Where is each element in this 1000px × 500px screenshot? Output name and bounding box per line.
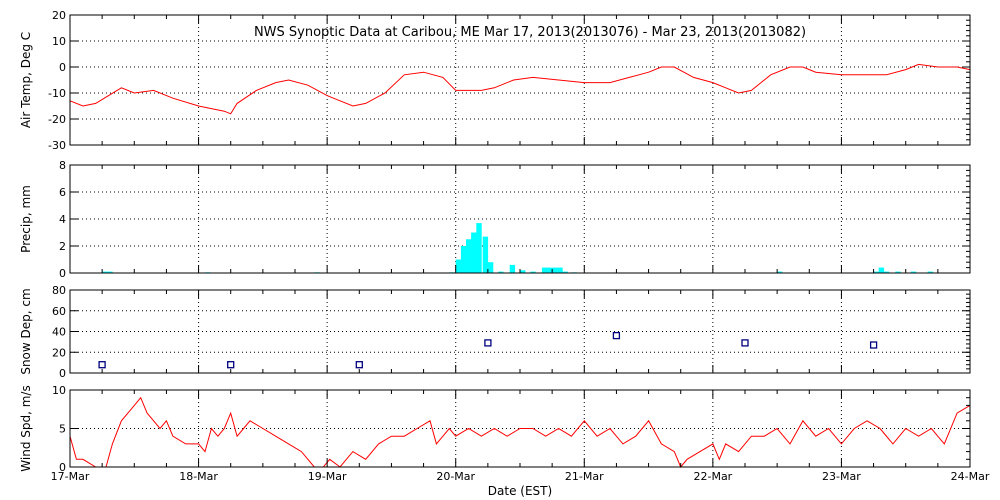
precip-bar [777,271,783,273]
y-tick-label: 0 [59,367,66,380]
x-tick-label: 18-Mar [179,470,218,483]
panel-wind: 10 5 0 Wind Spd, m/s [19,384,971,474]
y-tick-label: 5 [59,423,66,436]
precip-bar [552,267,558,273]
panel-temp: 20 10 0 -10 -20 -30 Air Temp, Deg C [19,9,971,152]
precip-bar [873,271,879,273]
y-tick-label: -20 [48,113,66,126]
x-tick-label: 17-Mar [51,470,90,483]
snow-depth-point [355,361,363,369]
y-tick-label: 0 [59,61,66,74]
y-axis-title: Wind Spd, m/s [19,385,33,471]
precip-bar [498,271,504,273]
precip-bar [487,262,494,273]
x-tick-label: 24-Mar [951,470,990,483]
y-tick-label: 4 [59,213,66,226]
precip-bar [471,232,477,273]
snow-depth-point [227,361,235,369]
x-tick-label: 20-Mar [436,470,475,483]
precip-bar [883,271,890,273]
y-tick-label: 80 [52,284,66,297]
precip-bar [910,271,917,273]
y-tick-label: 2 [59,240,66,253]
snow-depth-point [612,331,621,340]
precip-bar [557,267,563,273]
x-tick-label: 22-Mar [693,470,732,483]
x-tick-label: 23-Mar [822,470,861,483]
y-tick-label: 8 [59,159,66,172]
y-tick-label: -30 [48,139,66,152]
y-tick-label: 6 [59,186,66,199]
precip-bar [476,223,482,273]
y-axis-title: Precip, mm [19,185,33,253]
panel-precip: 8 6 4 2 0 Precip, mm [19,159,971,280]
precip-bar [547,267,553,273]
precip-bar [482,236,489,273]
x-tick-label: 19-Mar [308,470,347,483]
y-tick-label: 20 [52,9,66,22]
y-tick-label: 0 [59,461,66,474]
snow-depth-point [484,339,492,347]
y-tick-label: 10 [52,384,66,397]
panel-snow: 80 60 40 20 0 Snow Dep, cm [19,284,971,380]
y-tick-label: 20 [52,346,66,359]
precip-bar [562,271,568,273]
temp-series-line [69,63,971,115]
precip-bar [895,271,901,273]
y-tick-label: 10 [52,35,66,48]
wind-series-line [69,396,971,468]
snow-depth-point [869,341,878,349]
precip-bar [520,270,526,273]
x-axis-title: Date (EST) [488,484,552,498]
precip-bar [107,271,113,273]
precip-bar [927,271,933,273]
y-tick-label: 60 [52,305,66,318]
precip-bar [455,259,462,273]
y-tick-label: 0 [59,267,66,280]
snow-depth-point [98,361,106,369]
y-tick-label: 40 [52,326,66,339]
y-tick-label: -10 [48,87,66,100]
snow-depth-point [741,339,749,347]
chart-title: NWS Synoptic Data at Caribou, ME Mar 17,… [254,25,806,40]
x-tick-label: 21-Mar [565,470,604,483]
precip-bar [460,246,467,273]
precip-bar [878,267,885,273]
precip-bar [102,271,108,273]
y-axis-title: Air Temp, Deg C [19,32,33,128]
precip-bar [466,239,472,274]
precip-bar [509,264,516,273]
precip-bar [541,267,548,273]
y-axis-title: Snow Dep, cm [19,288,33,374]
precip-bar [530,271,536,273]
